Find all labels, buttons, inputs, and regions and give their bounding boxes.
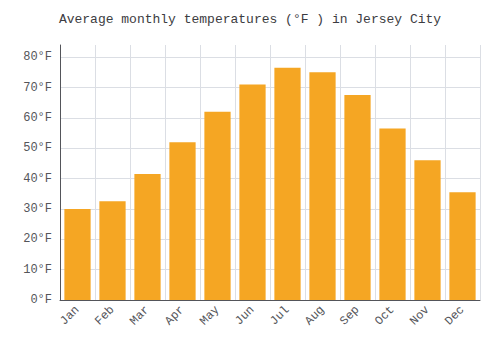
svg-text:60°F: 60°F: [23, 111, 52, 125]
svg-text:0°F: 0°F: [30, 293, 52, 307]
svg-text:Apr: Apr: [162, 303, 187, 328]
svg-text:30°F: 30°F: [23, 202, 52, 216]
svg-text:20°F: 20°F: [23, 232, 52, 246]
svg-text:Mar: Mar: [127, 303, 152, 328]
svg-text:May: May: [197, 303, 222, 328]
svg-text:Nov: Nov: [407, 303, 432, 328]
svg-text:Jul: Jul: [267, 303, 292, 328]
svg-text:50°F: 50°F: [23, 141, 52, 155]
svg-text:Feb: Feb: [92, 303, 117, 328]
svg-text:Jun: Jun: [232, 303, 257, 328]
svg-text:Dec: Dec: [442, 303, 467, 328]
svg-text:Jan: Jan: [57, 303, 82, 328]
svg-text:Average monthly temperatures (: Average monthly temperatures (°F ) in Je…: [59, 12, 441, 27]
svg-text:Sep: Sep: [337, 303, 362, 328]
svg-text:70°F: 70°F: [23, 81, 52, 95]
svg-text:40°F: 40°F: [23, 172, 52, 186]
svg-text:80°F: 80°F: [23, 50, 52, 64]
svg-text:Aug: Aug: [302, 303, 327, 328]
svg-text:Oct: Oct: [372, 303, 397, 328]
svg-text:10°F: 10°F: [23, 263, 52, 277]
